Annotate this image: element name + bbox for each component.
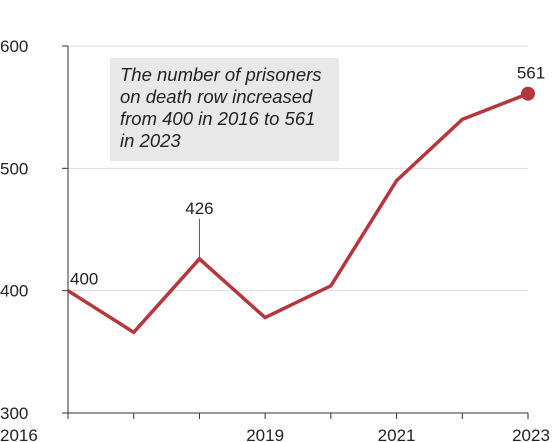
- data-label: 426: [185, 199, 213, 218]
- gridlines: [68, 45, 528, 292]
- data-label: 400: [70, 270, 98, 289]
- y-tick-label: 500: [0, 159, 28, 178]
- x-tick-label: 2023: [512, 426, 550, 442]
- annotation-text: The number of prisoners on death row inc…: [120, 64, 322, 151]
- end-point-marker: [521, 86, 535, 101]
- series: [67, 86, 535, 335]
- y-tick-label: 300: [0, 404, 28, 423]
- y-tick-label: 600: [0, 37, 28, 56]
- axes: 300 400 500 600 2016 2019 2021 2023: [0, 37, 550, 442]
- x-tick-label: 2021: [378, 426, 416, 442]
- x-tick-label: 2016: [0, 426, 38, 442]
- data-labels: 400 426 561: [70, 64, 545, 289]
- series-line: [67, 92, 529, 335]
- data-label: 561: [517, 64, 545, 83]
- x-tick-label: 2019: [246, 426, 284, 442]
- y-tick-label: 400: [0, 282, 28, 301]
- annotation-box: The number of prisoners on death row inc…: [110, 58, 339, 161]
